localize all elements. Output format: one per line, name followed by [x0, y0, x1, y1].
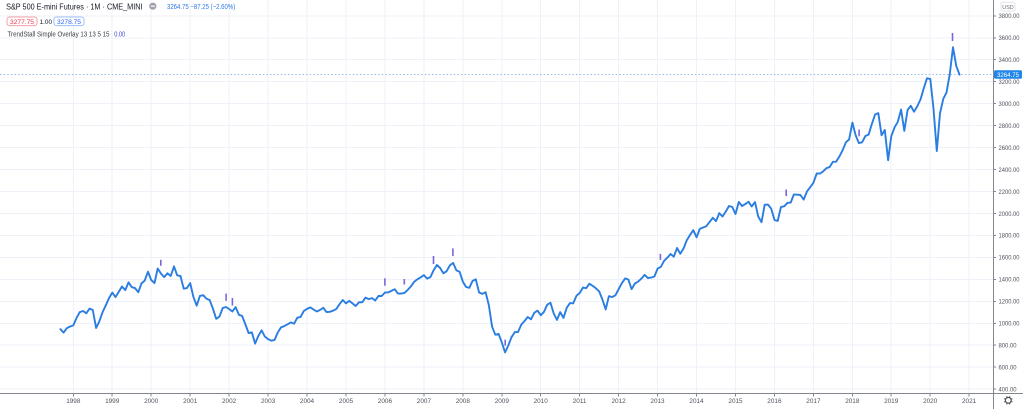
svg-text:TrendStall Simple Overlay 13 1: TrendStall Simple Overlay 13 13 5 15 — [8, 31, 110, 38]
svg-text:2006: 2006 — [378, 398, 393, 405]
svg-text:1600.00: 1600.00 — [999, 255, 1020, 262]
svg-text:3600.00: 3600.00 — [999, 35, 1020, 42]
svg-text:600.00: 600.00 — [999, 365, 1017, 372]
svg-text:3800.00: 3800.00 — [999, 13, 1020, 20]
svg-text:1.00: 1.00 — [40, 19, 53, 26]
svg-text:1800.00: 1800.00 — [999, 233, 1020, 240]
svg-text:2015: 2015 — [728, 398, 743, 405]
svg-text:USD: USD — [1002, 5, 1013, 11]
svg-text:2019: 2019 — [884, 398, 899, 405]
svg-text:2005: 2005 — [339, 398, 354, 405]
svg-text:1999: 1999 — [105, 398, 120, 405]
svg-text:2600.00: 2600.00 — [999, 145, 1020, 152]
svg-text:3200.00: 3200.00 — [999, 79, 1020, 86]
svg-text:1200.00: 1200.00 — [999, 299, 1020, 306]
svg-text:2000.00: 2000.00 — [999, 211, 1020, 218]
svg-text:0.00: 0.00 — [114, 31, 125, 38]
svg-text:2012: 2012 — [611, 398, 626, 405]
svg-text:400.00: 400.00 — [999, 387, 1017, 394]
svg-text:S&P 500 E-mini Futures · 1M ·: S&P 500 E-mini Futures · 1M · CME_MINI — [6, 2, 142, 11]
svg-text:2200.00: 2200.00 — [999, 189, 1020, 196]
svg-text:1400.00: 1400.00 — [999, 277, 1020, 284]
svg-text:2018: 2018 — [845, 398, 860, 405]
svg-text:2011: 2011 — [573, 398, 587, 405]
svg-text:2017: 2017 — [806, 398, 821, 405]
svg-text:3264.75 −87.25 (−2.60%): 3264.75 −87.25 (−2.60%) — [167, 4, 235, 11]
svg-text:2014: 2014 — [689, 398, 704, 405]
svg-text:2003: 2003 — [261, 398, 276, 405]
svg-text:1998: 1998 — [66, 398, 81, 405]
svg-text:2021: 2021 — [962, 398, 977, 405]
svg-text:2800.00: 2800.00 — [999, 123, 1020, 130]
svg-text:3400.00: 3400.00 — [999, 57, 1020, 64]
svg-text:3278.75: 3278.75 — [57, 19, 81, 26]
svg-text:3000.00: 3000.00 — [999, 101, 1020, 108]
svg-text:2007: 2007 — [417, 398, 432, 405]
svg-text:800.00: 800.00 — [999, 343, 1017, 350]
svg-text:2001: 2001 — [183, 398, 198, 405]
svg-text:2002: 2002 — [222, 398, 237, 405]
svg-text:2400.00: 2400.00 — [999, 167, 1020, 174]
svg-text:2010: 2010 — [534, 398, 549, 405]
svg-text:2008: 2008 — [456, 398, 471, 405]
svg-text:2020: 2020 — [923, 398, 938, 405]
svg-text:2009: 2009 — [495, 398, 510, 405]
svg-text:1000.00: 1000.00 — [999, 321, 1020, 328]
svg-text:3277.75: 3277.75 — [10, 19, 34, 26]
svg-text:2013: 2013 — [650, 398, 665, 405]
svg-text:2000: 2000 — [144, 398, 159, 405]
svg-text:2016: 2016 — [767, 398, 782, 405]
svg-text:2004: 2004 — [300, 398, 315, 405]
svg-text:3264.75: 3264.75 — [997, 72, 1019, 79]
